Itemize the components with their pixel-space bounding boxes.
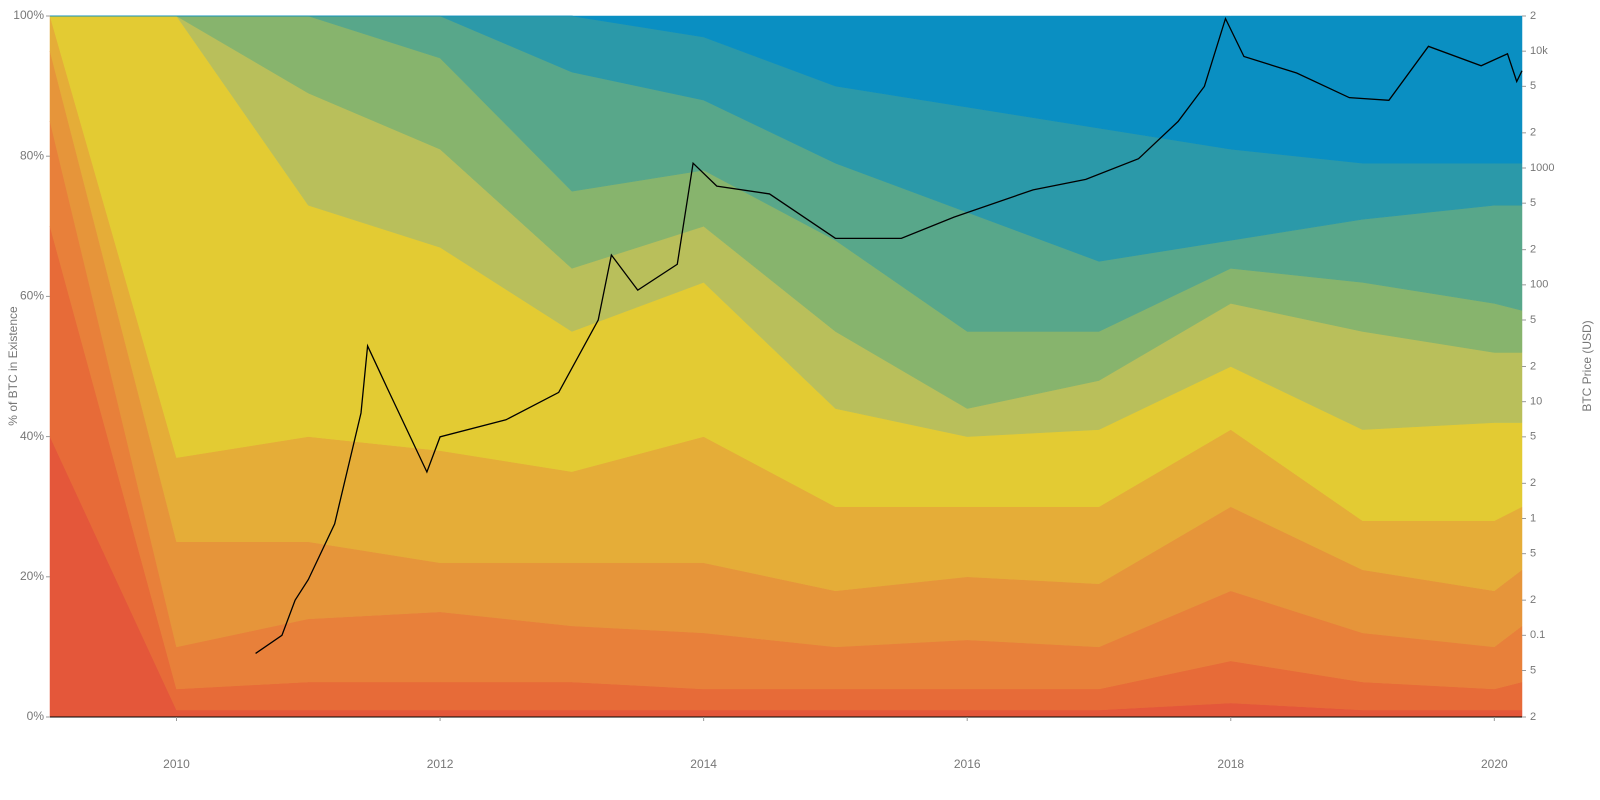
y2-tick-label: 1	[1530, 512, 1536, 524]
y2-tick-label: 1000	[1530, 162, 1554, 174]
y2-tick-label: 0.1	[1530, 629, 1545, 641]
y2-tick-label: 5	[1530, 314, 1536, 326]
y2-tick-label: 5	[1530, 431, 1536, 443]
y-tick-label: 40%	[20, 429, 44, 443]
y2-tick-label: 5	[1530, 548, 1536, 560]
y-tick-label: 60%	[20, 289, 44, 303]
y2-tick-label: 5	[1530, 664, 1536, 676]
x-tick-label: 2020	[1481, 757, 1508, 771]
y2-tick-label: 2	[1530, 10, 1536, 22]
x-tick-label: 2010	[163, 757, 190, 771]
y2-tick-label: 2	[1530, 127, 1536, 139]
y2-tick-label: 2	[1530, 711, 1536, 723]
price-line	[255, 16, 1523, 654]
y2-tick-label: 10k	[1530, 45, 1548, 57]
x-tick-label: 2016	[954, 757, 981, 771]
y2-tick-label: 2	[1530, 477, 1536, 489]
x-tick-label: 2014	[690, 757, 717, 771]
x-tick-label: 2012	[427, 757, 454, 771]
y-tick-label: 100%	[13, 8, 44, 22]
y-tick-label: 0%	[27, 709, 45, 723]
y-axis-title: % of BTC in Existence	[6, 306, 20, 426]
area-band	[50, 15, 1523, 164]
y2-tick-label: 2	[1530, 244, 1536, 256]
y2-tick-label: 5	[1530, 197, 1536, 209]
x-tick-label: 2018	[1217, 757, 1244, 771]
y-tick-label: 80%	[20, 148, 44, 162]
y-tick-label: 20%	[20, 569, 44, 583]
y2-tick-label: 2	[1530, 360, 1536, 372]
y2-tick-label: 10	[1530, 396, 1542, 408]
y2-tick-label: 5	[1530, 80, 1536, 92]
y2-tick-label: 100	[1530, 279, 1548, 291]
y2-axis-title: BTC Price (USD)	[1580, 320, 1594, 411]
y2-tick-label: 2	[1530, 594, 1536, 606]
